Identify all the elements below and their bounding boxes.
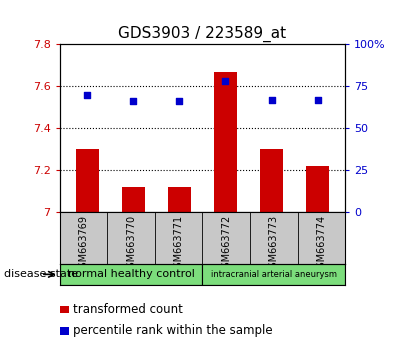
Bar [202,264,345,285]
Text: GSM663770: GSM663770 [126,215,136,274]
Text: GSM663772: GSM663772 [221,215,231,274]
Point [268,97,275,103]
Bar [76,149,99,212]
Text: transformed count: transformed count [73,303,182,316]
Title: GDS3903 / 223589_at: GDS3903 / 223589_at [118,25,286,41]
Point [176,99,182,104]
Text: percentile rank within the sample: percentile rank within the sample [73,325,272,337]
Bar [306,166,329,212]
Bar [214,72,237,212]
Point [84,92,90,98]
Text: intracranial arterial aneurysm: intracranial arterial aneurysm [211,270,337,279]
Point [314,97,321,103]
Text: GSM663771: GSM663771 [173,215,184,274]
Bar [260,149,283,212]
Text: disease state: disease state [4,269,78,279]
Text: GSM663773: GSM663773 [269,215,279,274]
Text: GSM663769: GSM663769 [79,215,88,274]
Point [130,99,136,104]
Point [222,78,229,84]
Text: GSM663774: GSM663774 [316,215,326,274]
Bar [122,187,145,212]
Bar [168,187,191,212]
Text: normal healthy control: normal healthy control [67,269,194,279]
Bar [60,264,202,285]
